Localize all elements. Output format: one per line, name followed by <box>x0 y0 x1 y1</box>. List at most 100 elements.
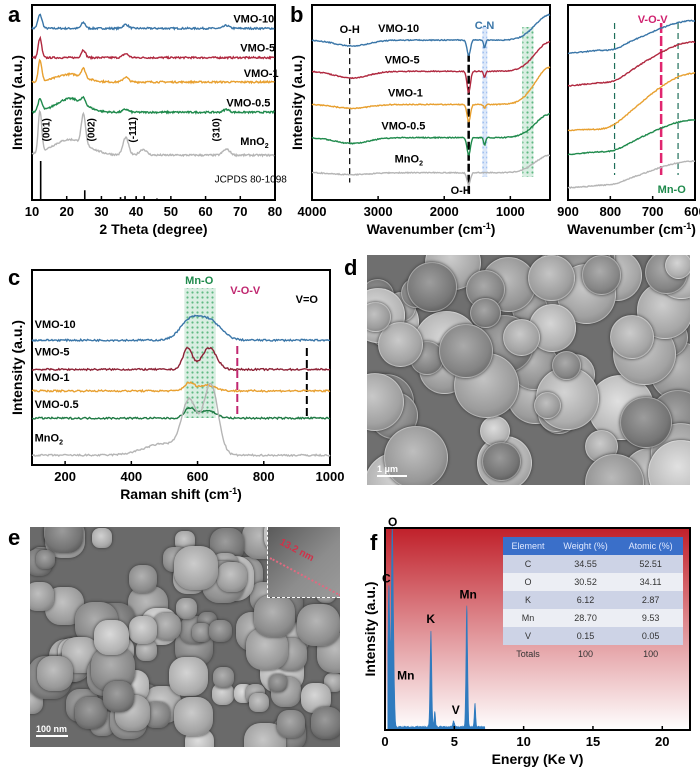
annotation: Mn-O <box>185 275 214 287</box>
x-tick-label: 20 <box>59 204 73 219</box>
reference-label: JCPDS 80-1098 <box>215 174 288 185</box>
x-tick-label: 70 <box>233 204 247 219</box>
series-label: VMO-1 <box>388 87 423 99</box>
series-label: VMO-10 <box>378 23 419 35</box>
table-header: Atomic (%) <box>618 537 683 555</box>
panel-b-zoom: 900 800 700 600 Wavenumber (cm-1) V-O-V Mn-O <box>557 5 700 237</box>
end: ) <box>691 221 696 237</box>
x-tick-label: 40 <box>129 204 143 219</box>
series-label: MnO2 <box>35 432 63 446</box>
sup: -1 <box>483 221 491 231</box>
hkl-label: (-111) <box>128 117 139 143</box>
highlight-region <box>483 27 488 177</box>
series-line-vmo-5 <box>312 42 550 93</box>
panel-b: 4000 3000 2000 1000Wavenumber (cm-1)Intensi… <box>289 5 550 237</box>
series-line-vmo-0.5 <box>568 120 695 155</box>
x-tick-label: 10 <box>25 204 39 219</box>
x-tick-label: 30 <box>94 204 108 219</box>
annotation: O-H <box>340 24 360 36</box>
annotation: V=O <box>296 294 319 306</box>
panel-label: e <box>8 525 20 550</box>
series-label: VMO-10 <box>233 13 274 25</box>
x-tick-label: 0 <box>381 734 388 749</box>
x-tick-label: 800 <box>599 204 621 219</box>
x-tick-label: 2000 <box>430 204 459 219</box>
panel-label: a <box>8 2 21 27</box>
series-label: VMO-0.5 <box>35 399 79 411</box>
series-line-vmo-5 <box>32 348 330 371</box>
peak-label: C <box>382 572 391 586</box>
end: ) <box>491 221 496 237</box>
plot-frame <box>568 5 695 200</box>
series-label: VMO-1 <box>35 372 70 384</box>
panel-a: 10 20 30 40 50 60 70 80 2 Theta (degree) Intensit… <box>9 5 287 237</box>
x-tick-label: 900 <box>557 204 579 219</box>
x-axis-label: Wavenumber (cm-1) <box>567 221 696 237</box>
scale-bar-e: 100 nm <box>36 724 68 737</box>
table-row: Totals 100 100 <box>503 645 683 663</box>
series-label: VMO-5 <box>240 43 275 55</box>
x-tick-label: 4000 <box>298 204 327 219</box>
table-row: K 6.12 2.87 <box>503 591 683 609</box>
x-tick-label: 3000 <box>364 204 393 219</box>
table-row: O 30.52 34.11 <box>503 573 683 591</box>
peak-label: Mn <box>460 588 477 602</box>
series-label: VMO-1 <box>244 68 279 80</box>
panel-label: c <box>8 265 20 290</box>
hkl-label: (310) <box>211 118 222 141</box>
table-header: Element <box>503 537 553 555</box>
hkl-label: (002) <box>86 118 97 141</box>
x-axis-label: 2 Theta (degree) <box>99 221 207 237</box>
panel-c: 200 400 600 800 1000 Raman shift (cm-1) Intens… <box>9 270 344 502</box>
inset-label: 13.2 nm <box>278 537 316 564</box>
table-header: Weight (%) <box>553 537 618 555</box>
x-tick-label: 5 <box>451 734 458 749</box>
series-line-mno2 <box>312 155 550 184</box>
series-line-vmo-5 <box>568 42 695 87</box>
series-line-mno2 <box>32 111 274 156</box>
panel-label: b <box>290 2 303 27</box>
series-label: MnO2 <box>240 136 268 150</box>
panel-label: f <box>370 530 378 555</box>
hrtem-inset: 13.2 nm <box>267 527 340 598</box>
table-row: V 0.15 0.05 <box>503 627 683 645</box>
peak-label: Mn <box>397 669 414 683</box>
series-line-vmo-1 <box>32 60 274 83</box>
series-line-vmo-1 <box>32 382 330 392</box>
x-tick-label: 50 <box>164 204 178 219</box>
scale-bar-d: 1 μm <box>377 464 407 477</box>
sem-image-e: 13.2 nm 100 nm <box>30 527 340 747</box>
annotation: V-O-V <box>230 285 261 297</box>
annotation: O-H <box>451 185 471 197</box>
sub: 2 <box>59 439 63 446</box>
eds-table: Element Weight (%) Atomic (%) C 34.55 52.5… <box>503 537 683 663</box>
peak-label: V <box>452 703 460 717</box>
y-axis-label: Intensity (a.u.) <box>9 320 25 415</box>
panel-label: d <box>344 255 357 280</box>
series-label: VMO-0.5 <box>381 121 425 133</box>
x-tick-label: 700 <box>642 204 664 219</box>
hkl-label: (001) <box>41 118 52 141</box>
peak-label: K <box>426 612 435 626</box>
x-tick-label: 800 <box>253 469 275 484</box>
end: ) <box>237 486 242 502</box>
sem-image-d: 1 μm <box>367 255 690 485</box>
y-axis-label: Intensity (a.u.) <box>362 582 378 677</box>
sub: 2 <box>419 161 423 168</box>
series-label: VMO-5 <box>385 54 420 66</box>
annotation: C-N <box>475 20 495 32</box>
series-line-vmo-10 <box>32 315 330 341</box>
x-axis-label: Wavenumber (cm-1) <box>367 221 496 237</box>
series-line-mno2 <box>32 384 330 457</box>
series-line-vmo-5 <box>32 38 274 59</box>
series-label: MnO2 <box>395 154 423 168</box>
series-line-vmo-10 <box>568 20 695 53</box>
y-axis-label: Intensity (a.u.) <box>9 55 25 150</box>
series-line-vmo-1 <box>312 67 550 122</box>
plot-frame <box>32 270 330 465</box>
peak-label: O <box>388 515 397 529</box>
x-tick-label: 60 <box>198 204 212 219</box>
x-tick-label: 15 <box>586 734 600 749</box>
y-axis-label: Intensity (a.u.) <box>289 55 305 150</box>
x-tick-label: 600 <box>187 469 209 484</box>
